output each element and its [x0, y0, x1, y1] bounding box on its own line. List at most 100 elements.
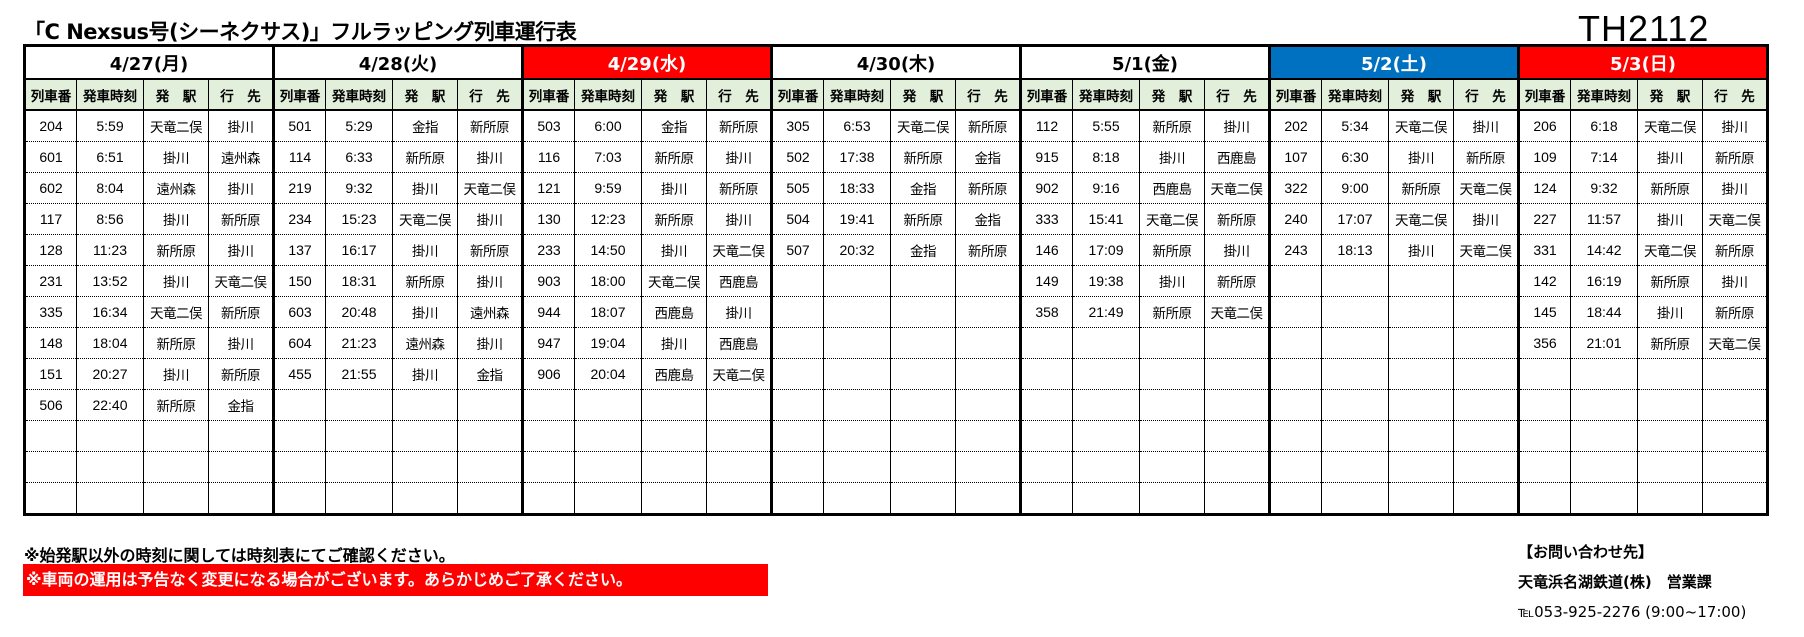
destination: 掛川 [208, 234, 274, 266]
destination [1204, 482, 1270, 515]
origin-station: 金指 [890, 172, 956, 204]
departure-time: 17:09 [1072, 234, 1140, 266]
origin-station [392, 420, 458, 452]
departure-time [823, 358, 891, 390]
train-number: 219 [272, 172, 326, 204]
departure-time [574, 420, 642, 452]
departure-time: 6:18 [1570, 110, 1638, 142]
origin-station [1139, 389, 1205, 421]
train-number [770, 389, 824, 421]
train-number: 333 [1019, 203, 1073, 235]
origin-station: 新所原 [1637, 327, 1703, 359]
train-number: 128 [23, 234, 77, 266]
train-number: 944 [521, 296, 575, 328]
destination: 新所原 [457, 110, 523, 142]
destination: 新所原 [1453, 141, 1519, 173]
destination [457, 482, 523, 515]
train-number [1517, 451, 1571, 483]
departure-time: 21:23 [325, 327, 393, 359]
train-number: 603 [272, 296, 326, 328]
destination: 新所原 [208, 203, 274, 235]
departure-time: 22:40 [76, 389, 144, 421]
departure-time: 7:14 [1570, 141, 1638, 173]
origin-station: 掛川 [1388, 141, 1454, 173]
destination [1453, 420, 1519, 452]
train-number: 117 [23, 203, 77, 235]
origin-station: 掛川 [143, 141, 209, 173]
column-header: 行 先 [955, 79, 1021, 111]
origin-station [143, 451, 209, 483]
train-number [1517, 358, 1571, 390]
train-number [23, 451, 77, 483]
origin-station: 金指 [890, 234, 956, 266]
origin-station: 掛川 [641, 327, 707, 359]
origin-station: 天竜二俣 [890, 110, 956, 142]
departure-time [1072, 358, 1140, 390]
train-number: 335 [23, 296, 77, 328]
departure-time [76, 420, 144, 452]
departure-time [574, 389, 642, 421]
departure-time: 16:19 [1570, 265, 1638, 297]
train-number: 204 [23, 110, 77, 142]
destination [955, 389, 1021, 421]
departure-time: 5:34 [1321, 110, 1389, 142]
origin-station: 遠州森 [392, 327, 458, 359]
origin-station: 天竜二俣 [1139, 203, 1205, 235]
origin-station [890, 420, 956, 452]
destination [457, 451, 523, 483]
note-warning-banner: ※車両の運用は予告なく変更になる場合がございます。あらかじめご了承ください。 [23, 564, 768, 596]
departure-time: 11:23 [76, 234, 144, 266]
destination: 新所原 [955, 172, 1021, 204]
departure-time: 18:04 [76, 327, 144, 359]
train-number: 504 [770, 203, 824, 235]
column-header: 列車番 [1268, 79, 1322, 111]
train-number: 148 [23, 327, 77, 359]
departure-time [823, 327, 891, 359]
destination: 掛川 [457, 327, 523, 359]
train-number: 137 [272, 234, 326, 266]
train-number: 243 [1268, 234, 1322, 266]
column-header: 発 駅 [392, 79, 458, 111]
origin-station: 西鹿島 [641, 296, 707, 328]
origin-station: 金指 [641, 110, 707, 142]
table-row [23, 482, 1768, 515]
destination: 掛川 [1204, 234, 1270, 266]
train-number [1268, 296, 1322, 328]
train-number: 906 [521, 358, 575, 390]
train-number: 356 [1517, 327, 1571, 359]
destination [706, 482, 772, 515]
origin-station: 掛川 [392, 172, 458, 204]
destination: 金指 [955, 141, 1021, 173]
train-number [1019, 451, 1073, 483]
departure-time [1321, 358, 1389, 390]
origin-station [890, 451, 956, 483]
destination [1453, 482, 1519, 515]
origin-station [1388, 327, 1454, 359]
train-number [1268, 420, 1322, 452]
departure-time [1072, 420, 1140, 452]
destination: 掛川 [1453, 110, 1519, 142]
day-header: 4/29(水) [521, 45, 772, 80]
column-header: 行 先 [706, 79, 772, 111]
column-header: 列車番 [272, 79, 326, 111]
train-number [23, 420, 77, 452]
train-number [770, 482, 824, 515]
departure-time: 21:55 [325, 358, 393, 390]
destination [706, 451, 772, 483]
origin-station: 掛川 [143, 358, 209, 390]
departure-time [325, 482, 393, 515]
departure-time [823, 482, 891, 515]
train-number: 915 [1019, 141, 1073, 173]
table-row: 601 6:51 掛川 遠州森 114 6:33 新所原 掛川 116 7:03 新所原 掛川 502 1… [23, 141, 1768, 173]
day-header: 4/27(月) [23, 45, 274, 80]
destination [955, 327, 1021, 359]
departure-time: 15:41 [1072, 203, 1140, 235]
train-number: 227 [1517, 203, 1571, 235]
column-header: 発 駅 [1388, 79, 1454, 111]
origin-station [1139, 327, 1205, 359]
departure-time: 5:59 [76, 110, 144, 142]
destination [1204, 358, 1270, 390]
train-number: 240 [1268, 203, 1322, 235]
origin-station: 新所原 [1388, 172, 1454, 204]
destination [208, 451, 274, 483]
